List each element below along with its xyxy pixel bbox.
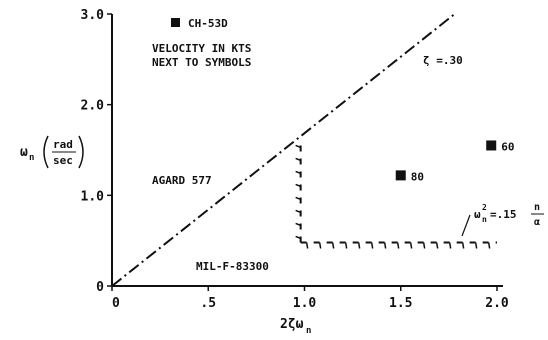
vertical-hatch [295, 222, 301, 227]
legend-marker [171, 18, 180, 27]
note-line-2: NEXT TO SYMBOLS [152, 56, 251, 69]
formula-rest: =.15 [490, 208, 517, 221]
y-axis-unit-num: rad [53, 138, 73, 151]
formula-frac-den: α [534, 217, 540, 228]
horizontal-hatch [383, 242, 387, 249]
x-tick-label: 0 [112, 296, 120, 311]
horizontal-hatch [409, 242, 413, 249]
vertical-hatch [295, 170, 301, 175]
data-point-0 [395, 170, 406, 181]
formula-leader [461, 214, 471, 237]
ticks: 0 .5 1.0 1.5 2.0 0 1.0 2.0 3.0 [81, 8, 509, 311]
horizontal-hatch [422, 242, 426, 249]
x-axis-title: 2ζω n [280, 317, 311, 336]
y-tick-label: 3.0 [81, 8, 105, 23]
data-point-label-1: 60 [501, 140, 514, 153]
horizontal-hatch [461, 242, 465, 249]
horizontal-hatch [487, 242, 491, 249]
x-tick-label: .5 [200, 296, 216, 311]
x-axis-label: 2ζω [280, 317, 304, 332]
data-point-1 [486, 140, 497, 151]
horizontal-hatch [318, 242, 322, 249]
legend-label: CH-53D [188, 17, 228, 30]
boundary-line-0 [111, 13, 456, 287]
vertical-hatch [295, 183, 301, 188]
x-axis-label-sub: n [306, 326, 311, 336]
data-point-label-0: 80 [411, 170, 424, 183]
horizontal-hatch [331, 242, 335, 249]
vertical-hatch [295, 196, 301, 201]
y-axis-omega: ω [20, 145, 28, 160]
y-tick-label: 1.0 [81, 189, 105, 204]
vertical-hatch [295, 157, 301, 162]
axes [111, 14, 503, 287]
y-axis-omega-sub: n [29, 153, 34, 163]
horizontal-hatch [396, 242, 400, 249]
vertical-hatch [295, 235, 301, 240]
vertical-hatch [295, 144, 301, 149]
horizontal-hatch [305, 242, 309, 249]
horizontal-hatch [370, 242, 374, 249]
note-line-1: VELOCITY IN KTS [152, 42, 251, 55]
milf-label: MIL-F-83300 [196, 260, 269, 273]
x-tick-label: 1.5 [389, 296, 412, 311]
horizontal-hatch [448, 242, 452, 249]
y-axis-paren-left [43, 135, 49, 169]
agard-label: AGARD 577 [152, 174, 212, 187]
horizontal-hatch [357, 242, 361, 249]
y-axis-unit-den: sec [53, 154, 73, 167]
horizontal-hatch [474, 242, 478, 249]
vertical-hatch [295, 209, 301, 214]
y-axis-paren-right [78, 135, 84, 169]
formula-sup: 2 [482, 203, 487, 212]
zeta-label: ζ =.30 [423, 54, 463, 67]
horizontal-hatch [435, 242, 439, 249]
horizontal-hatch [344, 242, 348, 249]
y-axis-title: ω n rad sec [20, 135, 84, 169]
boundary-lines [111, 13, 497, 287]
x-tick-label: 1.0 [293, 296, 317, 311]
omega-formula: ω 2 n =.15 n α [461, 202, 544, 237]
y-tick-label: 0 [96, 280, 104, 295]
formula-sub: n [482, 215, 487, 224]
y-tick-label: 2.0 [81, 99, 105, 114]
formula-omega: ω [474, 208, 481, 221]
x-tick-label: 2.0 [485, 296, 509, 311]
data-points: 80 60 [395, 140, 514, 183]
formula-frac-num: n [534, 202, 540, 213]
